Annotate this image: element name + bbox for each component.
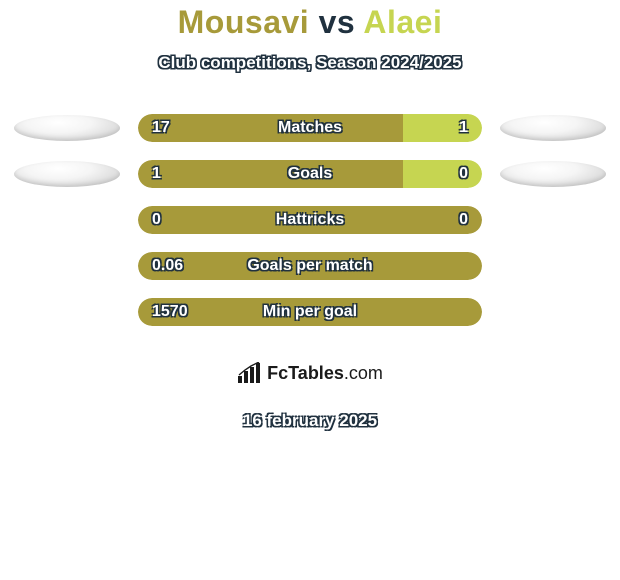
value-left: 1	[152, 165, 161, 183]
stat-label: Min per goal	[263, 303, 357, 321]
value-left: 1570	[152, 303, 188, 321]
stat-label: Goals per match	[247, 257, 372, 275]
ellipse-slot-right	[500, 161, 606, 187]
player2-ellipse	[500, 161, 606, 187]
logo-light: .com	[344, 363, 383, 383]
value-left: 0	[152, 211, 161, 229]
bars-icon	[237, 362, 263, 384]
player1-ellipse	[14, 161, 120, 187]
bar-seg-left: 1	[138, 160, 403, 188]
stat-row: 17 1 Matches	[0, 105, 620, 151]
stat-row: 0 0 Hattricks	[0, 197, 620, 243]
stat-label: Hattricks	[276, 211, 344, 229]
player2-name: Alaei	[363, 4, 442, 40]
value-right: 0	[459, 165, 468, 183]
player1-ellipse	[14, 115, 120, 141]
bar-seg-right: 1	[403, 114, 482, 142]
stat-bar: 0.06 Goals per match	[138, 252, 482, 280]
stat-row: 1570 Min per goal	[0, 289, 620, 335]
value-right: 1	[459, 119, 468, 137]
stat-bar: 1570 Min per goal	[138, 298, 482, 326]
bar-seg-left: 17	[138, 114, 403, 142]
date: 16 february 2025	[0, 411, 620, 431]
page-title: Mousavi vs Alaei	[0, 0, 620, 41]
stat-bar: 1 0 Goals	[138, 160, 482, 188]
value-left: 0.06	[152, 257, 183, 275]
value-right: 0	[459, 211, 468, 229]
stat-row: 0.06 Goals per match	[0, 243, 620, 289]
player1-name: Mousavi	[178, 4, 310, 40]
ellipse-slot-left	[14, 115, 120, 141]
logo: FcTables.com	[201, 351, 419, 395]
logo-text: FcTables.com	[267, 363, 383, 384]
stat-bar: 17 1 Matches	[138, 114, 482, 142]
stat-rows: 17 1 Matches 1 0 Goals 0 0 Hattricks 0.06 Goals pe…	[0, 105, 620, 335]
ellipse-slot-left	[14, 161, 120, 187]
subtitle: Club competitions, Season 2024/2025	[0, 53, 620, 73]
stat-bar: 0 0 Hattricks	[138, 206, 482, 234]
logo-bold: FcTables	[267, 363, 344, 383]
ellipse-slot-right	[500, 115, 606, 141]
value-left: 17	[152, 119, 170, 137]
comparison-card: Mousavi vs Alaei Club competitions, Seas…	[0, 0, 620, 580]
player2-ellipse	[500, 115, 606, 141]
vs-text: vs	[319, 4, 356, 40]
bar-seg-right: 0	[403, 160, 482, 188]
stat-label: Matches	[278, 119, 342, 137]
stat-row: 1 0 Goals	[0, 151, 620, 197]
stat-label: Goals	[288, 165, 332, 183]
